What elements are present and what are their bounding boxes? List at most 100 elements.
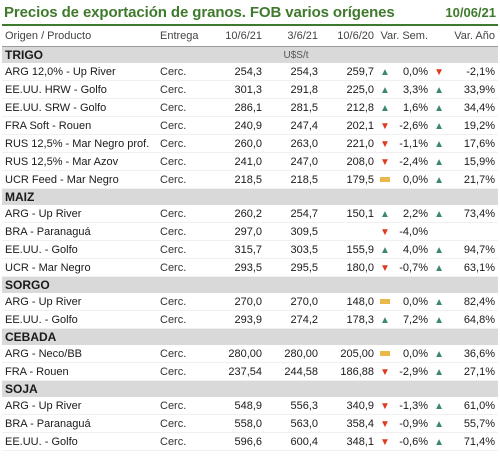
yearly-change-cell: 15,9% [447,152,499,171]
yearly-change-cell [447,222,499,241]
table-row: UCR Feed - Mar Negro Cerc. 218,5 218,5 179,5… [2,170,499,189]
origin-cell: UCR Feed - Mar Negro [2,170,157,189]
weekly-change-cell: 0,0% [393,345,432,363]
col-header-var-sem: Var. Sem. [377,26,432,47]
yearly-trend-cell: ▲ [431,98,448,117]
yearly-trend-cell: ▲ [431,134,448,153]
delivery-cell: Cerc. [157,134,215,153]
arrow-up-icon: ▲ [434,138,444,150]
delivery-cell: Cerc. [157,98,215,117]
price-week-ago-cell: 563,0 [265,414,321,433]
price-week-ago-cell: 254,7 [265,205,321,223]
yearly-trend-cell: ▲ [431,80,448,99]
price-current-cell: 297,0 [215,222,265,241]
yearly-trend-cell: ▲ [431,310,448,329]
weekly-change-cell: -2,4% [393,152,432,171]
section-header-row: SOJA [2,380,499,397]
table-row: EE.UU. HRW - Golfo Cerc. 301,3 291,8 225,0 ▲ 3… [2,80,499,99]
yearly-trend-cell: ▼ [431,63,448,81]
section-unit [215,188,377,205]
weekly-change-cell: 1,6% [393,98,432,117]
price-week-ago-cell: 295,5 [265,258,321,277]
table-row: ARG - Up River Cerc. 548,9 556,3 340,9 ▼ -1,3%… [2,397,499,415]
price-year-ago-cell: 178,3 [321,310,377,329]
yearly-trend-cell [431,222,448,241]
table-row: UCR - Mar Negro Cerc. 293,5 295,5 180,0 ▼ -0,7… [2,258,499,277]
section-header-row: CEBADA [2,328,499,345]
yearly-change-cell: 63,1% [447,258,499,277]
weekly-change-cell: 0,0% [393,170,432,189]
col-header-date-3: 10/6/20 [321,26,377,47]
weekly-change-cell: 2,2% [393,205,432,223]
price-week-ago-cell: 303,5 [265,240,321,259]
arrow-up-icon: ▲ [380,84,390,96]
arrow-up-icon: ▲ [434,436,444,448]
yearly-change-cell: 94,7% [447,240,499,259]
yearly-trend-cell: ▲ [431,205,448,223]
weekly-trend-cell: ▼ [377,397,393,415]
weekly-change-cell: -1,3% [393,397,432,415]
arrow-up-icon: ▲ [434,120,444,132]
col-header-delivery: Entrega [157,26,215,47]
section-name: SOJA [2,380,215,397]
delivery-cell: Cerc. [157,345,215,363]
origin-cell: FRA Soft - Rouen [2,116,157,135]
origin-cell: EE.UU. HRW - Golfo [2,80,157,99]
delivery-cell: Cerc. [157,432,215,451]
yearly-change-cell: 33,9% [447,80,499,99]
price-current-cell: 240,9 [215,116,265,135]
delivery-cell: Cerc. [157,116,215,135]
arrow-down-icon: ▼ [380,156,390,168]
price-year-ago-cell: 225,0 [321,80,377,99]
origin-cell: RUS 12,5% - Mar Negro prof. [2,134,157,153]
origin-cell: ARG - Up River [2,205,157,223]
table-row: ARG - Up River Cerc. 260,2 254,7 150,1 ▲ 2,2% ▲… [2,205,499,223]
weekly-change-cell: -0,6% [393,432,432,451]
price-week-ago-cell: 244,58 [265,362,321,381]
origin-cell: RUS 12,5% - Mar Azov [2,152,157,171]
price-current-cell: 270,0 [215,293,265,311]
section-fill [377,46,499,63]
report-date: 10/06/21 [445,4,496,20]
price-current-cell: 293,5 [215,258,265,277]
price-year-ago-cell: 358,4 [321,414,377,433]
price-current-cell: 241,0 [215,152,265,171]
arrow-down-icon: ▼ [380,262,390,274]
price-current-cell: 280,00 [215,345,265,363]
section-name: CEBADA [2,328,215,345]
delivery-cell: Cerc. [157,414,215,433]
yearly-trend-cell: ▲ [431,414,448,433]
section-header-row: TRIGO U$S/t [2,46,499,63]
table-row: ARG - Neco/BB Cerc. 280,00 280,00 205,00 0,0%… [2,345,499,363]
arrow-down-icon: ▼ [380,138,390,150]
price-year-ago-cell: 202,1 [321,116,377,135]
table-row: RUS 12,5% - Mar Negro prof. Cerc. 260,0 263… [2,134,499,153]
weekly-change-cell: -0,7% [393,258,432,277]
yearly-trend-cell: ▲ [431,116,448,135]
section-name: MAIZ [2,188,215,205]
section-unit: U$S/t [215,46,377,63]
weekly-trend-cell: ▼ [377,134,393,153]
price-current-cell: 315,7 [215,240,265,259]
weekly-trend-cell: ▼ [377,258,393,277]
arrow-up-icon: ▲ [380,66,390,78]
no-change-icon [380,299,390,305]
weekly-trend-cell: ▼ [377,152,393,171]
price-year-ago-cell: 259,7 [321,63,377,81]
weekly-change-cell: 0,0% [393,293,432,311]
table-row: ARG 12,0% - Up River Cerc. 254,3 254,3 259,7… [2,63,499,81]
yearly-change-cell: 61,0% [447,397,499,415]
price-current-cell: 218,5 [215,170,265,189]
delivery-cell: Cerc. [157,205,215,223]
table-row: FRA Soft - Rouen Cerc. 240,9 247,4 202,1 ▼ -2,… [2,116,499,135]
yearly-change-cell: 82,4% [447,293,499,311]
yearly-trend-cell: ▲ [431,240,448,259]
weekly-trend-cell: ▲ [377,63,393,81]
price-year-ago-cell [321,222,377,241]
price-current-cell: 558,0 [215,414,265,433]
delivery-cell: Cerc. [157,258,215,277]
section-unit [215,328,377,345]
section-unit [215,276,377,293]
table-row: BRA - Paranaguá Cerc. 297,0 309,5 ▼ -4,0% [2,222,499,241]
delivery-cell: Cerc. [157,152,215,171]
